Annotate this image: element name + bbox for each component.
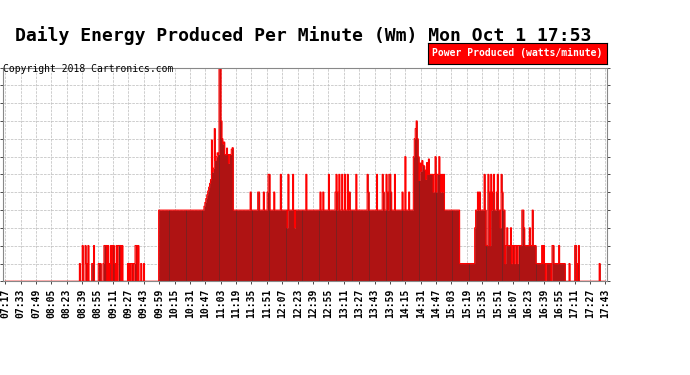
Text: Daily Energy Produced Per Minute (Wm) Mon Oct 1 17:53: Daily Energy Produced Per Minute (Wm) Mo…: [15, 26, 592, 45]
Text: Copyright 2018 Cartronics.com: Copyright 2018 Cartronics.com: [3, 64, 174, 74]
Text: Power Produced (watts/minute): Power Produced (watts/minute): [433, 48, 602, 58]
